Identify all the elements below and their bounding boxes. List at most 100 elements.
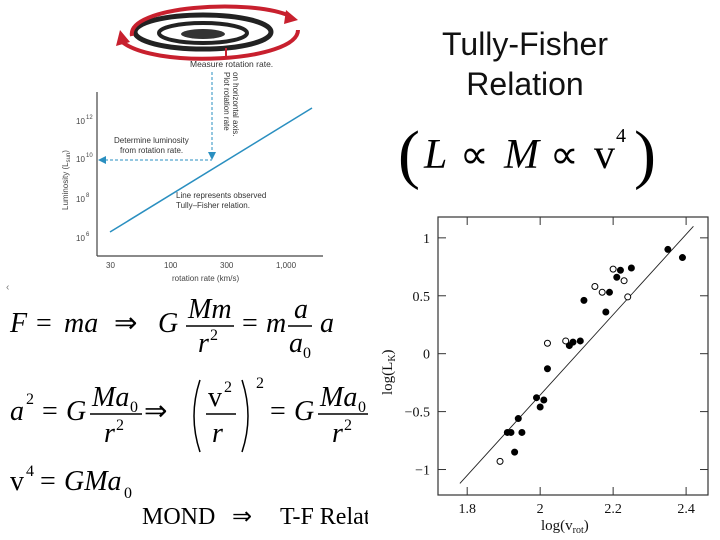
svg-text:Mm: Mm [187, 294, 232, 325]
svg-text:r: r [198, 328, 209, 359]
equation-mond-acceleration: a 2 = G Ma 0 r 2 ⇒ v 2 r 2 = G Ma 0 r 2 [10, 375, 370, 453]
data-point-open [496, 457, 504, 465]
inset-y-tick-3: 10 [76, 195, 85, 204]
svg-text:10: 10 [86, 153, 93, 159]
svg-text:2: 2 [116, 417, 124, 434]
y-tick-label: 0.5 [413, 290, 431, 305]
determine-note-1: Determine luminosity [114, 136, 189, 145]
inset-x-label: rotation rate (km/s) [172, 274, 239, 283]
data-point-open [624, 293, 632, 301]
formula-prop-1: ∝ [460, 132, 489, 177]
svg-text:a: a [294, 294, 308, 325]
svg-text:Luminosity (Lsun): Luminosity (Lsun) [61, 150, 72, 210]
svg-text:on horizontal axis.: on horizontal axis. [231, 72, 240, 136]
inset-y-tick-1: 10 [76, 117, 85, 126]
svg-text:⇒: ⇒ [114, 308, 137, 339]
rotation-arrow-bottom [118, 29, 300, 61]
y-tick-label: −0.5 [405, 406, 430, 421]
data-point-filled [613, 273, 621, 281]
svg-text:a: a [289, 328, 303, 359]
data-point-filled [605, 288, 613, 296]
slide-marker: ‹ [6, 282, 10, 293]
svg-text:F: F [9, 308, 28, 339]
data-point-filled [627, 264, 635, 272]
data-point-open [598, 288, 606, 296]
svg-text:2: 2 [256, 375, 264, 392]
formula-M: M [503, 132, 541, 178]
y-tick-label: 1 [423, 232, 430, 247]
svg-text:=: = [270, 396, 286, 427]
svg-text:2: 2 [224, 379, 232, 396]
svg-text:a: a [320, 308, 334, 339]
svg-text:r: r [332, 418, 343, 449]
inset-y-tick-4: 10 [76, 234, 85, 243]
svg-text:Ma: Ma [319, 382, 357, 413]
slide-title: Tully-Fisher Relation [400, 24, 650, 104]
rotation-arrow-top [129, 4, 291, 37]
data-point-open [609, 265, 617, 273]
svg-text:0: 0 [358, 399, 366, 416]
svg-text:log(LK): log(LK) [380, 349, 398, 395]
data-point-filled [569, 338, 577, 346]
equation-newton: F = ma ⇒ G Mm r 2 = m a a 0 a [9, 294, 334, 360]
data-point-filled [543, 365, 551, 373]
svg-text:Ma: Ma [91, 382, 129, 413]
inset-x-tick-2: 100 [164, 261, 178, 270]
mond-label: MOND [142, 504, 215, 530]
tf-y-label: log(LK) [380, 349, 398, 395]
svg-text:=: = [40, 466, 56, 497]
svg-text:6: 6 [86, 232, 90, 238]
svg-text:v: v [208, 382, 222, 413]
svg-text:r: r [104, 418, 115, 449]
tf-x-label: log(vrot) [541, 518, 589, 536]
title-line-2: Relation [466, 66, 584, 102]
tully-fisher-diagram: Measure rotation rate. Plot rotation rat… [61, 4, 323, 283]
data-point-filled [616, 266, 624, 274]
rotation-arrowhead-bottom [116, 30, 130, 46]
svg-text:G: G [66, 396, 86, 427]
svg-text:ma: ma [64, 308, 98, 339]
svg-text:⇒: ⇒ [232, 504, 252, 530]
data-point-open [562, 337, 570, 345]
svg-text:r: r [212, 418, 223, 449]
svg-text:⇒: ⇒ [144, 396, 167, 427]
svg-text:m: m [266, 308, 286, 339]
y-tick-label: −1 [415, 464, 430, 479]
formula-open-paren: ( [398, 118, 420, 191]
svg-text:G: G [158, 308, 178, 339]
x-tick-label: 2.2 [604, 502, 622, 517]
data-point-open [591, 283, 599, 290]
spiral-galaxy-icon [132, 12, 274, 52]
line-note-2: Tully–Fisher relation. [176, 201, 250, 210]
formula-close-paren: ) [634, 118, 656, 191]
svg-text:GMa: GMa [64, 466, 122, 497]
svg-text:=: = [42, 396, 58, 427]
data-point-filled [507, 428, 515, 436]
plot-frame [437, 216, 709, 496]
svg-text:Plot rotation rate: Plot rotation rate [222, 72, 231, 131]
fit-line [459, 225, 694, 484]
data-point-filled [602, 308, 610, 316]
svg-text:G: G [294, 396, 314, 427]
equation-v4: v 4 = GMa 0 [10, 463, 132, 502]
plot-rotation-note: Plot rotation rate on horizontal axis. [222, 72, 240, 136]
svg-text:log(vrot): log(vrot) [541, 518, 589, 536]
inset-relation-line [109, 107, 313, 233]
svg-text:2: 2 [26, 391, 34, 408]
data-point-filled [518, 428, 526, 436]
svg-text:0: 0 [124, 485, 132, 502]
inset-y-tick-2: 10 [76, 155, 85, 164]
data-point-filled [536, 403, 544, 411]
data-point-filled [514, 415, 522, 423]
x-tick-label: 1.8 [458, 502, 476, 517]
data-point-open [543, 339, 551, 347]
tf-scatter-plot: 1.8 2 2.2 2.4 1 0.5 0 −0.5 −1 log(LK) log(vrot) [368, 205, 720, 540]
rotation-arrowhead-top [284, 10, 298, 24]
svg-text:=: = [36, 308, 52, 339]
data-point-filled [533, 394, 541, 402]
data-point-filled [664, 245, 672, 253]
data-point-filled [678, 254, 686, 262]
x-tick-label: 2 [537, 502, 544, 517]
data-point-filled [540, 396, 548, 404]
svg-text:=: = [242, 308, 258, 339]
